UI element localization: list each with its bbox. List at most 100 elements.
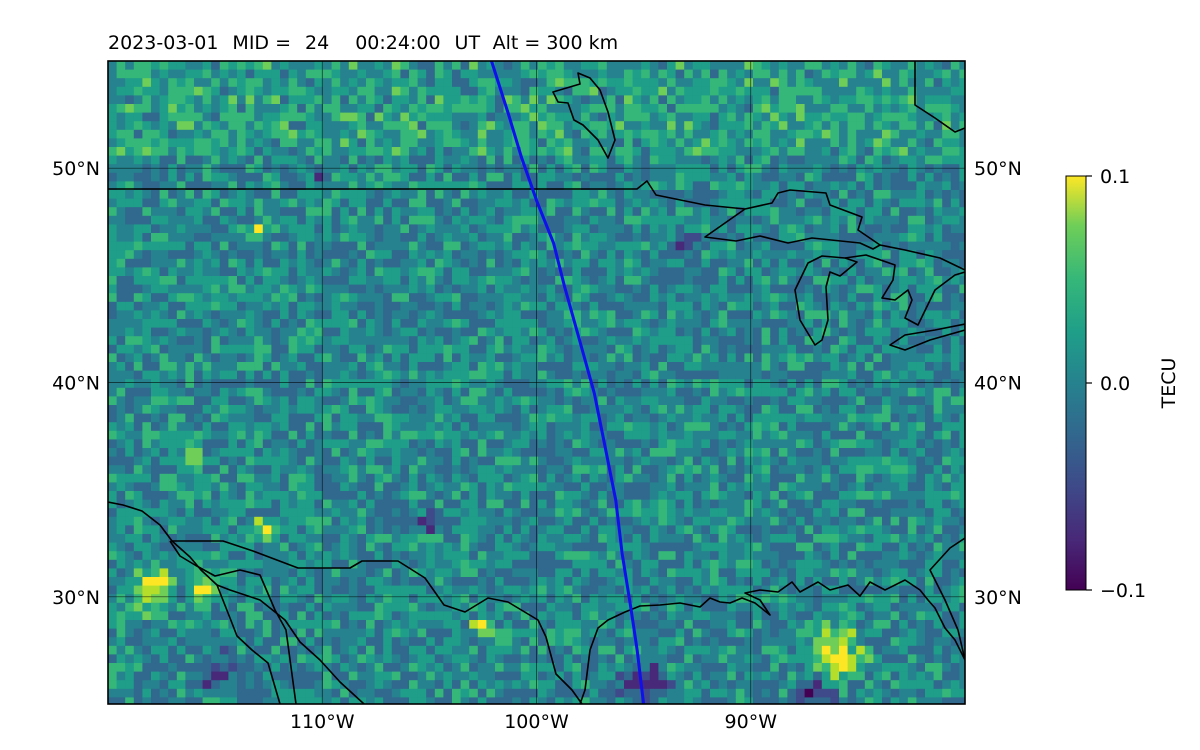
- tec-cell: [409, 594, 418, 604]
- tec-cell: [555, 422, 565, 432]
- tec-cell: [383, 680, 393, 690]
- tec-cell: [237, 602, 246, 612]
- tec-cell: [434, 190, 444, 199]
- tec-cell: [486, 405, 496, 414]
- tec-cell: [409, 233, 418, 242]
- tec-cell: [194, 258, 203, 268]
- tec-cell: [649, 181, 659, 191]
- tec-cell: [297, 86, 307, 96]
- tec-cell: [512, 534, 522, 543]
- tec-cell: [632, 301, 642, 311]
- tec-cell: [417, 456, 427, 466]
- tec-cell: [520, 611, 530, 621]
- tec-cell: [323, 628, 332, 638]
- tec-cell: [331, 611, 341, 621]
- tec-cell: [589, 671, 599, 681]
- tec-cell: [280, 663, 289, 672]
- tec-cell: [632, 413, 642, 423]
- tec-cell: [383, 611, 393, 621]
- tec-cell: [366, 516, 375, 526]
- tec-cell: [202, 508, 212, 518]
- tec-cell: [391, 147, 401, 156]
- tec-cell: [581, 190, 590, 199]
- tec-cell: [426, 181, 436, 191]
- tec-cell: [116, 387, 126, 397]
- tec-cell: [391, 172, 401, 182]
- tec-cell: [280, 293, 289, 303]
- tec-cell: [202, 310, 212, 320]
- tec-cell: [486, 155, 496, 165]
- tec-cell: [495, 456, 504, 466]
- tec-cell: [357, 491, 367, 500]
- tec-cell: [417, 688, 427, 698]
- tec-cell: [495, 645, 504, 655]
- tec-cell: [400, 680, 410, 690]
- tec-cell: [116, 147, 126, 156]
- tec-cell: [297, 362, 307, 371]
- tec-cell: [357, 628, 367, 638]
- tec-cell: [125, 525, 135, 535]
- tec-cell: [632, 233, 642, 242]
- tec-cell: [228, 353, 238, 363]
- tec-cell: [495, 422, 504, 432]
- tec-cell: [426, 190, 436, 199]
- tec-cell: [426, 147, 436, 156]
- tec-cell: [572, 577, 582, 586]
- tec-cell: [262, 86, 272, 96]
- tec-cell: [477, 396, 487, 406]
- tec-cell: [520, 78, 530, 88]
- tec-cell: [383, 559, 393, 569]
- tec-cell: [133, 336, 143, 346]
- tec-cell: [632, 95, 642, 105]
- tec-cell: [443, 138, 453, 148]
- tec-cell: [348, 293, 358, 303]
- tec-cell: [125, 207, 135, 217]
- tec-cell: [589, 439, 599, 449]
- tec-cell: [486, 430, 496, 440]
- tec-cell: [658, 258, 668, 268]
- tec-cell: [151, 405, 160, 414]
- tec-cell: [417, 86, 427, 96]
- tec-cell: [529, 602, 539, 612]
- tec-cell: [469, 198, 479, 208]
- tec-cell: [615, 344, 625, 354]
- tec-cell: [108, 637, 117, 647]
- tec-cell: [245, 336, 255, 346]
- tec-cell: [443, 654, 453, 664]
- tec-cell: [546, 645, 556, 655]
- tec-cell: [632, 172, 642, 182]
- tec-cell: [142, 594, 152, 604]
- tec-cell: [348, 568, 358, 578]
- tec-cell: [632, 69, 642, 79]
- tec-cell: [194, 430, 203, 440]
- tec-cell: [305, 439, 315, 449]
- title-mid-label: MID =: [232, 32, 291, 54]
- tec-cell: [409, 344, 418, 354]
- tec-cell: [649, 267, 659, 277]
- tec-cell: [503, 215, 513, 225]
- tec-cell: [314, 628, 324, 638]
- tec-cell: [581, 104, 590, 113]
- tec-cell: [503, 534, 513, 543]
- tec-cell: [589, 267, 599, 277]
- tec-cell: [641, 465, 651, 475]
- tec-cell: [340, 215, 350, 225]
- tec-cell: [125, 473, 135, 483]
- tec-cell: [426, 112, 436, 122]
- tec-cell: [151, 250, 160, 260]
- tec-cell: [168, 129, 178, 139]
- tec-cell: [323, 258, 332, 268]
- tec-cell: [237, 310, 246, 320]
- tec-cell: [142, 628, 152, 638]
- tec-cell: [649, 594, 659, 604]
- tec-cell: [555, 491, 565, 500]
- tec-cell: [443, 181, 453, 191]
- tec-cell: [632, 190, 642, 199]
- tec-cell: [667, 405, 676, 414]
- tec-cell: [409, 430, 418, 440]
- tec-cell: [477, 112, 487, 122]
- tec-cell: [391, 645, 401, 655]
- tec-cell: [280, 559, 289, 569]
- tec-cell: [581, 336, 590, 346]
- tec-cell: [366, 267, 375, 277]
